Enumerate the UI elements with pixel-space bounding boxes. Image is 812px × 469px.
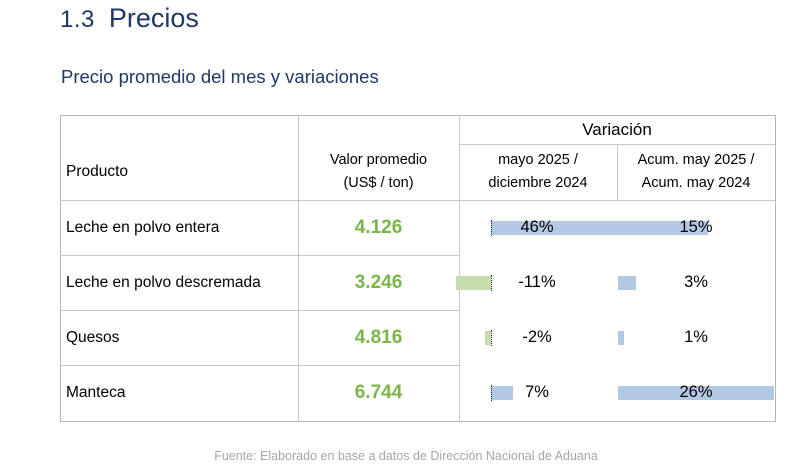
monthly-variation-label: 7% (525, 383, 549, 401)
section-title: Precios (108, 3, 199, 33)
header-var-acumulada: Acum. may 2025 / Acum. may 2024 (617, 144, 775, 200)
product-name: Leche en polvo entera (66, 218, 220, 236)
monthly-variation-label: -2% (522, 328, 552, 346)
monthly-variation-label: -11% (518, 273, 556, 291)
zero-axis (491, 385, 492, 401)
cumulative-variation-label: 26% (679, 383, 713, 401)
table-subtitle: Precio promedio del mes y variaciones (61, 66, 379, 87)
header-var-mensual-line1: mayo 2025 / (498, 152, 578, 168)
monthly-variation-label: 46% (520, 218, 554, 236)
zero-axis (491, 220, 492, 236)
header-valor-line1: Valor promedio (329, 152, 428, 168)
monthly-variation-bar (491, 221, 639, 235)
zero-axis (491, 330, 492, 346)
cumulative-variation-label: 15% (679, 218, 713, 236)
header-valor-line2: (US$ / ton) (343, 175, 414, 191)
average-price-value: 4.816 (354, 326, 403, 348)
section-number: 1.3 (60, 6, 95, 33)
average-price-value: 6.744 (354, 381, 403, 403)
product-name: Manteca (66, 383, 126, 401)
header-var-acumulada-line2: Acum. may 2024 (641, 175, 751, 191)
header-var-mensual-line2: diciembre 2024 (488, 175, 588, 191)
monthly-variation-bar (484, 331, 491, 345)
divider-line (61, 255, 459, 256)
header-valor: Valor promedio (US$ / ton) (298, 144, 459, 200)
divider-line (298, 255, 299, 421)
zero-axis (491, 275, 492, 291)
header-producto: Producto (66, 163, 129, 180)
divider-line (298, 116, 299, 255)
cumulative-variation-label: 1% (684, 328, 708, 346)
cumulative-variation-bar (618, 331, 624, 345)
header-var-acumulada-line1: Acum. may 2025 / (637, 152, 755, 168)
divider-line (61, 365, 459, 366)
divider-line (459, 144, 775, 145)
source-note: Fuente: Elaborado en base a datos de Dir… (214, 449, 598, 463)
average-price-value: 3.246 (354, 271, 403, 293)
monthly-variation-bar (491, 386, 514, 400)
cumulative-variation-label: 3% (684, 273, 708, 291)
header-var-mensual: mayo 2025 / diciembre 2024 (459, 144, 617, 200)
average-price-value: 4.126 (354, 216, 403, 238)
divider-line (61, 200, 775, 201)
monthly-variation-bar (455, 276, 491, 290)
cumulative-variation-bar (618, 276, 636, 290)
product-name: Quesos (66, 328, 120, 346)
divider-line (61, 310, 459, 311)
divider-line (617, 144, 618, 200)
section-heading: 1.3 Precios (60, 3, 199, 34)
prices-table: Variación Producto Valor promedio (US$ /… (60, 115, 776, 422)
product-name: Leche en polvo descremada (66, 273, 261, 291)
cumulative-variation-bar (618, 221, 708, 235)
cumulative-variation-bar (618, 386, 774, 400)
header-variacion: Variación (582, 120, 652, 139)
divider-line (459, 116, 460, 421)
